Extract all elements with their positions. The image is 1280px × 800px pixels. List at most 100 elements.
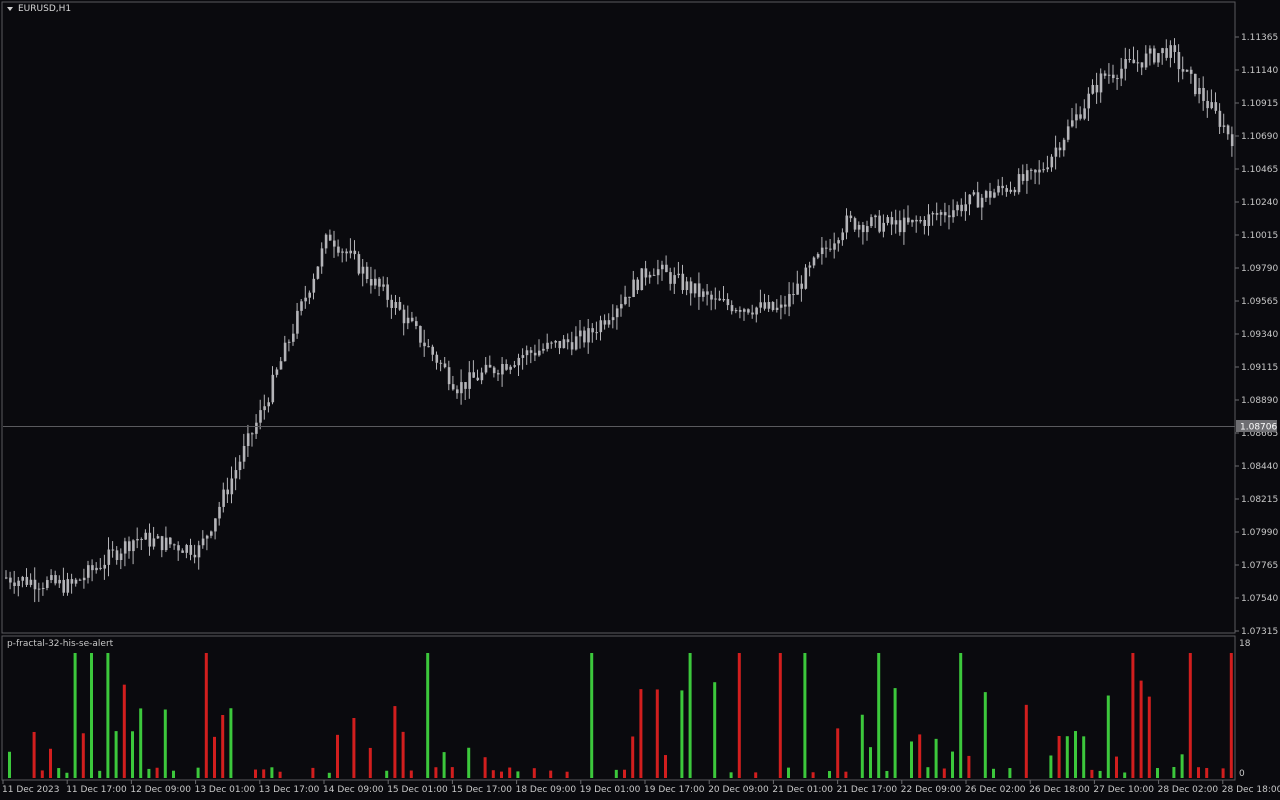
candle-body bbox=[1001, 185, 1004, 189]
candle-body bbox=[615, 308, 619, 318]
indicator-pane[interactable]: 18 0 11 Dec 2023 11 Dec 17:00 12 Dec 09:00… bbox=[0, 634, 1280, 800]
candle-body bbox=[185, 545, 188, 553]
candle-body bbox=[845, 215, 849, 233]
price-tick-label: 1.08215 bbox=[1241, 495, 1278, 505]
candle-body bbox=[443, 363, 447, 368]
candle-body bbox=[1030, 169, 1033, 171]
candle-body bbox=[952, 210, 955, 218]
candle-body bbox=[796, 283, 799, 295]
time-tick-label: 11 Dec 2023 bbox=[2, 785, 60, 795]
candle-body bbox=[46, 580, 49, 588]
candle-body bbox=[361, 266, 365, 274]
candle-body bbox=[160, 536, 164, 551]
current-price-label: 1.08706 bbox=[1240, 423, 1277, 433]
histogram-bar bbox=[1082, 736, 1086, 778]
candle-body bbox=[144, 532, 147, 540]
price-tick-label: 1.07315 bbox=[1241, 627, 1278, 634]
candle-body bbox=[1144, 53, 1148, 68]
candle-body bbox=[763, 302, 767, 309]
dropdown-caret-icon[interactable] bbox=[7, 7, 13, 11]
candle-body bbox=[833, 243, 836, 250]
histogram-bar bbox=[1057, 735, 1061, 778]
candle-body bbox=[1214, 102, 1218, 111]
time-tick-label: 28 Dec 18:00 bbox=[1222, 785, 1280, 795]
candle-body bbox=[423, 342, 426, 347]
time-tick-label: 20 Dec 09:00 bbox=[708, 785, 769, 795]
candle-body bbox=[242, 445, 246, 462]
main-price-chart[interactable]: 1.11365 1.11140 1.10915 1.10690 1.10465 1.102… bbox=[0, 0, 1280, 634]
candle-body bbox=[1194, 73, 1197, 95]
histogram-bar bbox=[1156, 767, 1159, 778]
candle-body bbox=[628, 296, 631, 298]
candle-body bbox=[292, 333, 295, 342]
candle-body bbox=[939, 212, 943, 215]
histogram-bar bbox=[549, 770, 553, 778]
histogram-bar bbox=[983, 692, 987, 778]
candle-body bbox=[714, 298, 717, 300]
candle-body bbox=[1034, 169, 1037, 173]
histogram-bar bbox=[803, 653, 807, 778]
candle-body bbox=[697, 283, 701, 297]
histogram-bar bbox=[1139, 680, 1143, 778]
candle-body bbox=[775, 307, 779, 310]
candle-body bbox=[656, 269, 660, 276]
histogram-bar bbox=[836, 728, 840, 778]
histogram-bar bbox=[1090, 769, 1094, 778]
histogram-bar bbox=[992, 768, 995, 778]
histogram-bar bbox=[926, 767, 930, 778]
candle-body bbox=[1087, 93, 1090, 109]
price-tick-label: 1.08890 bbox=[1241, 396, 1278, 406]
candle-body bbox=[369, 279, 373, 286]
histogram-bar bbox=[147, 768, 151, 778]
candle-body bbox=[345, 251, 348, 254]
price-tick-label: 1.09790 bbox=[1241, 264, 1278, 274]
candle-body bbox=[1128, 59, 1131, 61]
candle-body bbox=[1198, 87, 1201, 95]
candle-body bbox=[927, 214, 931, 226]
candle-body bbox=[525, 350, 529, 356]
histogram-bar bbox=[327, 772, 331, 778]
candle-body bbox=[33, 579, 37, 590]
histogram-bar bbox=[311, 767, 315, 778]
candle-body bbox=[1058, 147, 1062, 151]
candle-body bbox=[275, 369, 279, 375]
histogram-bar bbox=[1049, 755, 1053, 778]
candle-body bbox=[878, 215, 881, 232]
histogram-bar bbox=[483, 757, 487, 778]
candle-body bbox=[755, 307, 758, 315]
histogram-bar bbox=[680, 690, 684, 778]
histogram-bar bbox=[1172, 767, 1176, 778]
candle-body bbox=[509, 366, 512, 370]
candle-body bbox=[533, 352, 537, 356]
histogram-bar bbox=[860, 714, 864, 778]
candle-body bbox=[620, 304, 623, 309]
histogram-bar bbox=[229, 708, 233, 778]
candle-body bbox=[472, 372, 475, 378]
candle-body bbox=[476, 377, 480, 381]
candle-body bbox=[1173, 45, 1177, 52]
candle-body bbox=[21, 576, 24, 581]
candle-body bbox=[222, 489, 225, 507]
histogram-bar bbox=[787, 767, 790, 778]
candle-body bbox=[923, 219, 926, 226]
candle-body bbox=[349, 250, 352, 254]
price-tick-label: 1.10240 bbox=[1241, 198, 1278, 208]
candle-body bbox=[259, 410, 262, 423]
candle-body bbox=[140, 539, 143, 541]
candle-body bbox=[464, 382, 467, 389]
candle-body bbox=[439, 362, 443, 364]
candle-body bbox=[726, 299, 730, 306]
candle-body bbox=[579, 330, 582, 337]
candle-body bbox=[214, 518, 217, 532]
histogram-bar bbox=[1205, 767, 1209, 778]
candle-body bbox=[337, 246, 340, 253]
histogram-bar bbox=[590, 653, 594, 778]
candle-body bbox=[1124, 59, 1127, 69]
candle-body bbox=[673, 275, 676, 284]
candle-body bbox=[1120, 68, 1123, 79]
chart-title[interactable]: EURUSD,H1 bbox=[7, 4, 71, 14]
candle-body bbox=[566, 339, 570, 343]
candle-body bbox=[62, 579, 65, 593]
candle-body bbox=[271, 374, 275, 403]
candle-body bbox=[1185, 69, 1189, 72]
